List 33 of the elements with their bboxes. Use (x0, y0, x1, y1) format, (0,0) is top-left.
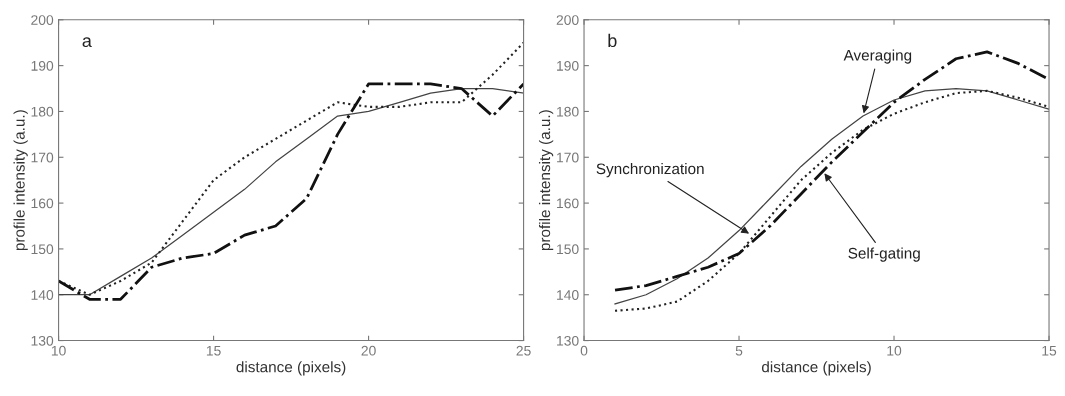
y-tick-label: 170 (557, 152, 579, 163)
y-axis-title: profile intensity (a.u.) (13, 110, 28, 251)
y-tick-label: 130 (31, 335, 54, 346)
y-tick-label: 180 (31, 106, 54, 117)
x-tick-label: 5 (735, 345, 743, 356)
y-tick-label: 180 (557, 106, 579, 117)
y-tick-label: 150 (557, 244, 579, 255)
y-axis-title: profile intensity (a.u.) (538, 110, 554, 251)
x-axis-title: distance (pixels) (761, 361, 871, 376)
y-tick-label: 160 (31, 198, 54, 209)
y-tick-label: 160 (557, 198, 579, 209)
x-tick-label: 0 (580, 345, 588, 356)
x-tick-label: 10 (887, 345, 902, 356)
x-tick-label: 25 (516, 345, 531, 356)
y-tick-label: 190 (31, 60, 54, 71)
y-tick-label: 130 (557, 335, 579, 346)
x-tick-label: 15 (206, 345, 221, 356)
y-tick-label: 140 (557, 290, 579, 300)
y-tick-label: 170 (31, 152, 54, 163)
x-tick-label: 20 (361, 345, 376, 356)
x-axis-title: distance (pixels) (236, 361, 346, 376)
x-tick-label: 15 (1042, 345, 1057, 356)
text: a (82, 37, 92, 48)
y-tick-label: 150 (31, 244, 54, 255)
annotation: Averaging (843, 49, 912, 64)
y-tick-label: 140 (31, 290, 54, 300)
annotation: Self-gating (848, 247, 920, 262)
annotation: Synchronization (596, 162, 704, 178)
y-tick-label: 200 (31, 15, 54, 25)
y-tick-label: 200 (556, 15, 579, 25)
text: b (608, 33, 617, 48)
x-tick-label: 10 (51, 345, 66, 356)
y-tick-label: 190 (557, 60, 579, 71)
